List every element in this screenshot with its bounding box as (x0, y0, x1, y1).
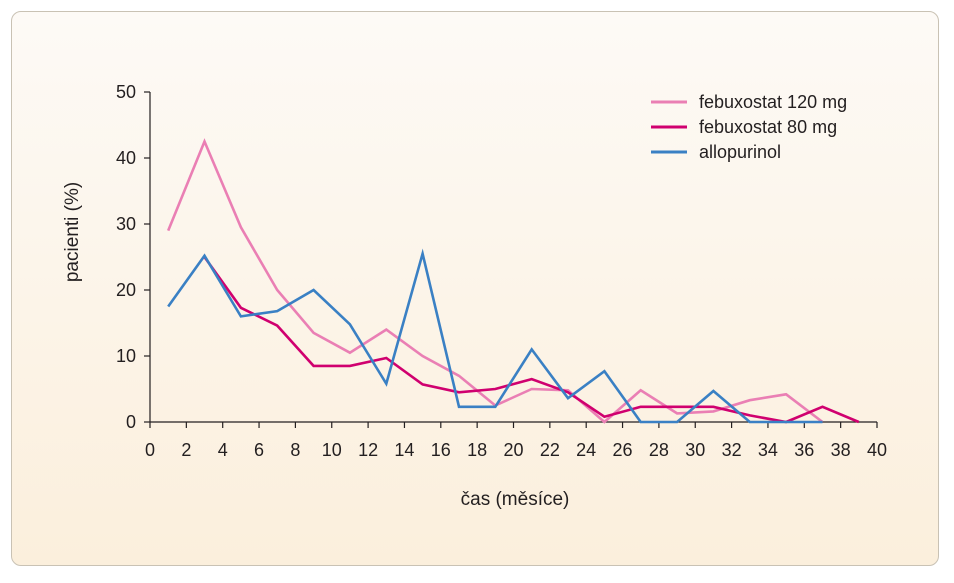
x-tick-label: 26 (613, 440, 633, 460)
y-tick-label: 50 (116, 82, 136, 102)
series-line (167, 248, 823, 424)
x-tick-label: 18 (467, 440, 487, 460)
x-tick-label: 38 (831, 440, 851, 460)
x-tick-label: 6 (254, 440, 264, 460)
x-tick-label: 34 (758, 440, 778, 460)
x-tick-label: 14 (394, 440, 414, 460)
x-tick-label: 2 (181, 440, 191, 460)
x-tick-label: 4 (218, 440, 228, 460)
x-tick-label: 36 (794, 440, 814, 460)
x-tick-label: 16 (431, 440, 451, 460)
x-tick-label: 30 (685, 440, 705, 460)
legend-label: allopurinol (699, 142, 781, 162)
x-tick-label: 24 (576, 440, 596, 460)
y-tick-label: 30 (116, 214, 136, 234)
y-tick-label: 0 (126, 412, 136, 432)
x-tick-label: 0 (145, 440, 155, 460)
chart-panel (11, 11, 939, 566)
legend: febuxostat 120 mg febuxostat 80 mg allopur… (651, 92, 847, 162)
x-axis-title: čas (měsíce) (461, 489, 570, 510)
x-tick-label: 22 (540, 440, 560, 460)
x-tick-label: 28 (649, 440, 669, 460)
y-axis-title: pacienti (%) (62, 182, 83, 282)
y-tick-label: 20 (116, 280, 136, 300)
x-tick-label: 32 (722, 440, 742, 460)
y-tick-label: 10 (116, 346, 136, 366)
series-lines (166, 138, 860, 424)
series-line (203, 256, 860, 424)
x-tick-label: 20 (503, 440, 523, 460)
x-tick-label: 12 (358, 440, 378, 460)
series-line (166, 138, 824, 424)
legend-label: febuxostat 120 mg (699, 92, 847, 112)
x-tick-label: 40 (867, 440, 887, 460)
x-tick-label: 8 (290, 440, 300, 460)
y-tick-label: 40 (116, 148, 136, 168)
x-tick-label: 10 (322, 440, 342, 460)
legend-label: febuxostat 80 mg (699, 117, 837, 137)
